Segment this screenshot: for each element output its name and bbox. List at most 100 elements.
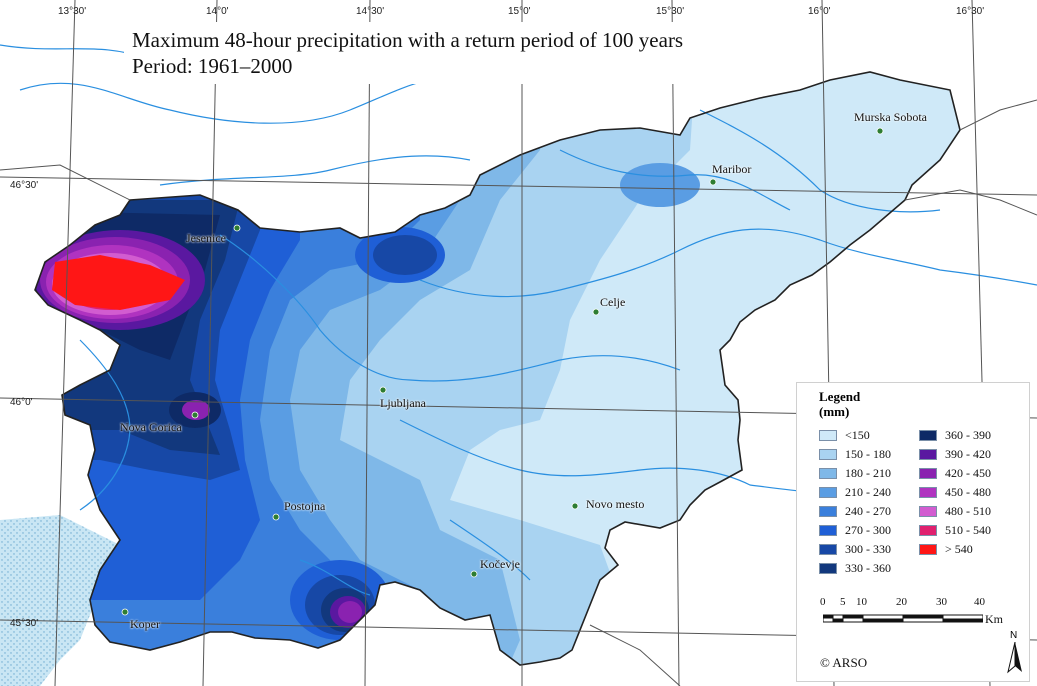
legend-item-9: 390 - 420 (919, 447, 991, 461)
legend-swatch (819, 505, 837, 517)
legend-label: > 540 (945, 541, 973, 556)
legend-label: 480 - 510 (945, 503, 991, 518)
marker-murska-sobota (876, 127, 884, 135)
scale-bar (823, 614, 983, 623)
marker-celje (592, 308, 600, 316)
scale-tick-0: 0 (820, 596, 826, 608)
legend-item-13: 510 - 540 (919, 523, 991, 537)
lon-label-1400: 14°0' (206, 6, 229, 17)
marker-jesenice (233, 224, 241, 232)
legend-swatch (819, 486, 837, 498)
legend-swatch (819, 562, 837, 574)
lon-label-1330: 13°30' (58, 6, 87, 17)
legend-swatch (819, 543, 837, 555)
lon-label-1600: 16°0' (808, 6, 831, 17)
legend-label: 510 - 540 (945, 522, 991, 537)
town-label-kocevje: Kočevje (480, 557, 520, 571)
legend-label: 450 - 480 (945, 484, 991, 499)
national-border (34, 71, 961, 666)
town-label-ljubljana: Ljubljana (380, 396, 426, 410)
legend-swatch (919, 543, 937, 555)
legend-label: 420 - 450 (945, 465, 991, 480)
marker-novo-mesto (571, 502, 579, 510)
legend-swatch (819, 467, 837, 479)
marker-koper (121, 608, 129, 616)
north-label: N (1010, 630, 1018, 641)
legend-label: 180 - 210 (845, 465, 891, 480)
marker-postojna (272, 513, 280, 521)
town-label-novo-mesto: Novo mesto (586, 497, 645, 511)
scale-tick-10: 10 (856, 596, 867, 608)
scale-unit: Km (985, 612, 1003, 626)
legend-item-2: 180 - 210 (819, 466, 891, 480)
town-markers (121, 127, 884, 616)
legend-label: <150 (845, 427, 870, 442)
legend-item-5: 270 - 300 (819, 523, 891, 537)
credit: © ARSO (820, 655, 868, 670)
legend-swatch (919, 486, 937, 498)
town-label-jesenice: Jesenice (186, 231, 226, 245)
scale-tick-40: 40 (974, 596, 985, 608)
legend-item-6: 300 - 330 (819, 542, 891, 556)
legend-label: 240 - 270 (845, 503, 891, 518)
marker-nova-gorica (191, 411, 199, 419)
marker-ljubljana (379, 386, 387, 394)
north-arrow-icon (1007, 642, 1022, 674)
marker-kocevje (470, 570, 478, 578)
scale-tick-30: 30 (936, 596, 947, 608)
rivers (0, 44, 1037, 596)
legend-title-text: Legend (819, 389, 861, 404)
legend-item-1: 150 - 180 (819, 447, 891, 461)
legend-item-0: <150 (819, 428, 870, 442)
map-title: Maximum 48-hour precipitation with a ret… (132, 28, 684, 52)
legend-label: 360 - 390 (945, 427, 991, 442)
scale-tick-20: 20 (896, 596, 907, 608)
legend-label: 150 - 180 (845, 446, 891, 461)
legend-item-8: 360 - 390 (919, 428, 991, 442)
legend-item-14: > 540 (919, 542, 973, 556)
legend-item-7: 330 - 360 (819, 561, 891, 575)
lon-label-1530: 15°30' (656, 6, 685, 17)
legend-swatch (919, 448, 937, 460)
legend-swatch (819, 524, 837, 536)
lat-label-4530: 45°30' (10, 618, 39, 629)
neighbour-borders (0, 99, 1037, 686)
marker-maribor (709, 178, 717, 186)
legend-swatch (919, 429, 937, 441)
town-label-postojna: Postojna (284, 499, 326, 513)
legend-label: 270 - 300 (845, 522, 891, 537)
legend-swatch (919, 467, 937, 479)
map-title-box: Maximum 48-hour precipitation with a ret… (124, 22, 727, 84)
town-label-koper: Koper (130, 617, 160, 631)
scale-tick-5: 5 (840, 596, 846, 608)
town-label-murska-sobota: Murska Sobota (854, 110, 927, 124)
lat-label-4600: 46°0' (10, 397, 33, 408)
legend-item-10: 420 - 450 (919, 466, 991, 480)
legend-panel: Legend (mm) <150 150 - 180 180 - 210 210… (796, 382, 1030, 682)
legend-swatch (919, 505, 937, 517)
legend-title: Legend (mm) (819, 389, 860, 419)
legend-item-3: 210 - 240 (819, 485, 891, 499)
town-label-nova-gorica: Nova Gorica (120, 420, 182, 434)
map-subtitle: Period: 1961–2000 (132, 54, 293, 78)
legend-label: 300 - 330 (845, 541, 891, 556)
legend-item-4: 240 - 270 (819, 504, 891, 518)
adriatic-sea (0, 515, 120, 686)
town-label-celje: Celje (600, 295, 626, 309)
lon-label-1500: 15°0' (508, 6, 531, 17)
lon-label-1630: 16°30' (956, 6, 985, 17)
legend-swatch (919, 524, 937, 536)
legend-item-11: 450 - 480 (919, 485, 991, 499)
town-label-maribor: Maribor (712, 162, 752, 176)
legend-swatch (819, 448, 837, 460)
legend-item-12: 480 - 510 (919, 504, 991, 518)
legend-swatch (819, 429, 837, 441)
legend-unit: (mm) (819, 404, 850, 419)
north-arrow: N (1004, 630, 1026, 674)
lon-label-1430: 14°30' (356, 6, 385, 17)
legend-label: 330 - 360 (845, 560, 891, 575)
legend-label: 390 - 420 (945, 446, 991, 461)
legend-label: 210 - 240 (845, 484, 891, 499)
lat-label-4630: 46°30' (10, 180, 39, 191)
